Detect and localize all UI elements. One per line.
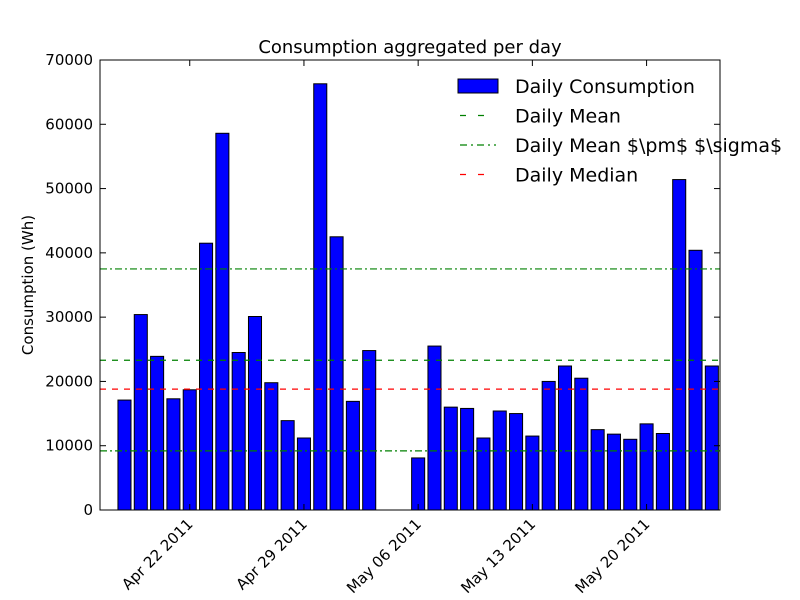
consumption-bar — [427, 345, 442, 511]
y-axis-title: Consumption (Wh) — [19, 215, 37, 355]
consumption-bar — [443, 406, 458, 511]
consumption-bar — [492, 410, 507, 511]
x-tick-label: May 06 2011 — [343, 515, 425, 597]
consumption-bar — [623, 438, 638, 511]
y-tick-label: 10000 — [45, 437, 93, 455]
consumption-bar — [166, 398, 181, 511]
legend: Daily Consumption Daily Mean Daily Mean $\… — [457, 76, 782, 187]
consumption-bar — [329, 236, 344, 511]
consumption-bar — [525, 435, 540, 511]
x-tick-label: May 13 2011 — [457, 515, 539, 597]
legend-label-daily-mean: Daily Mean — [515, 106, 621, 128]
consumption-bar — [182, 389, 197, 511]
consumption-bar — [313, 83, 328, 511]
legend-swatch-daily-consumption — [457, 78, 499, 94]
legend-label-daily-median: Daily Median — [515, 165, 638, 187]
consumption-bar — [199, 242, 214, 511]
consumption-bar — [574, 377, 589, 511]
consumption-bar — [264, 382, 279, 511]
consumption-bar — [411, 457, 426, 511]
legend-label-daily-consumption: Daily Consumption — [515, 76, 695, 98]
consumption-bar — [541, 380, 556, 511]
consumption-bar — [362, 350, 377, 511]
consumption-bar — [150, 355, 165, 511]
consumption-bar — [590, 429, 605, 511]
plot-frame — [99, 59, 721, 511]
y-tick-label: 30000 — [45, 308, 93, 326]
consumption-bar — [476, 437, 491, 511]
consumption-bar — [672, 179, 687, 511]
consumption-bar — [231, 352, 246, 511]
y-tick-label: 0 — [83, 501, 93, 519]
chart-title: Consumption aggregated per day — [258, 37, 562, 58]
consumption-bar — [460, 407, 475, 511]
y-tick-label: 60000 — [45, 115, 93, 133]
consumption-bar — [509, 413, 524, 511]
consumption-bar — [280, 420, 295, 511]
consumption-bar — [117, 399, 132, 511]
consumption-bar — [704, 365, 719, 511]
legend-label-daily-mean-sigma: Daily Mean $\pm$ $\sigma$ — [515, 135, 782, 157]
plot-area: 0 10000 20000 30000 40000 50000 60000 70000 Apr … — [45, 51, 721, 597]
consumption-bar — [655, 433, 670, 511]
consumption-bar — [215, 132, 230, 511]
consumption-bar — [133, 314, 148, 511]
y-tick-label: 50000 — [45, 180, 93, 198]
consumption-bar — [345, 400, 360, 511]
consumption-bar — [606, 433, 621, 511]
x-tick-label: Apr 29 2011 — [232, 515, 310, 593]
y-tick-label: 40000 — [45, 244, 93, 262]
consumption-bar — [296, 437, 311, 511]
consumption-bar — [639, 423, 654, 511]
consumption-bar — [557, 365, 573, 511]
consumption-bar — [247, 316, 263, 511]
x-tick-label: May 20 2011 — [572, 515, 654, 597]
consumption-bar — [688, 249, 703, 511]
x-tick-label: Apr 22 2011 — [118, 515, 196, 593]
y-tick-label: 70000 — [45, 51, 93, 69]
y-tick-label: 20000 — [45, 372, 93, 390]
